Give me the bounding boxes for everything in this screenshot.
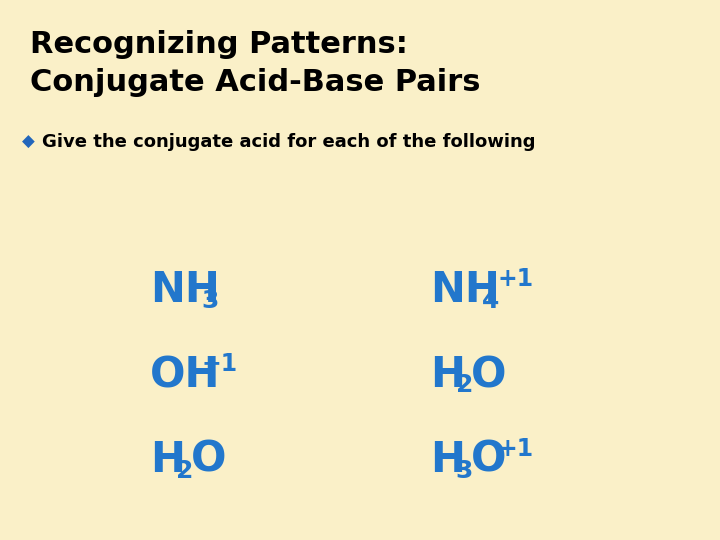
Text: OH: OH: [150, 354, 220, 396]
Text: Recognizing Patterns:: Recognizing Patterns:: [30, 30, 408, 59]
Text: Give the conjugate acid for each of the following: Give the conjugate acid for each of the …: [42, 133, 536, 151]
Text: 2: 2: [456, 374, 473, 397]
Text: 2: 2: [176, 458, 193, 483]
Text: O: O: [472, 354, 507, 396]
Text: H: H: [430, 354, 465, 396]
Text: H: H: [430, 439, 465, 481]
Text: Conjugate Acid-Base Pairs: Conjugate Acid-Base Pairs: [30, 68, 480, 97]
Text: −1: −1: [202, 352, 238, 376]
Text: +1: +1: [498, 437, 534, 461]
Text: NH: NH: [150, 269, 220, 311]
Text: 3: 3: [456, 458, 473, 483]
Text: +1: +1: [498, 267, 534, 291]
Text: ◆: ◆: [22, 133, 35, 151]
Text: 3: 3: [202, 288, 219, 313]
Text: O: O: [192, 439, 227, 481]
Text: H: H: [150, 439, 185, 481]
Text: NH: NH: [430, 269, 500, 311]
Text: 4: 4: [482, 288, 499, 313]
Text: O: O: [472, 439, 507, 481]
